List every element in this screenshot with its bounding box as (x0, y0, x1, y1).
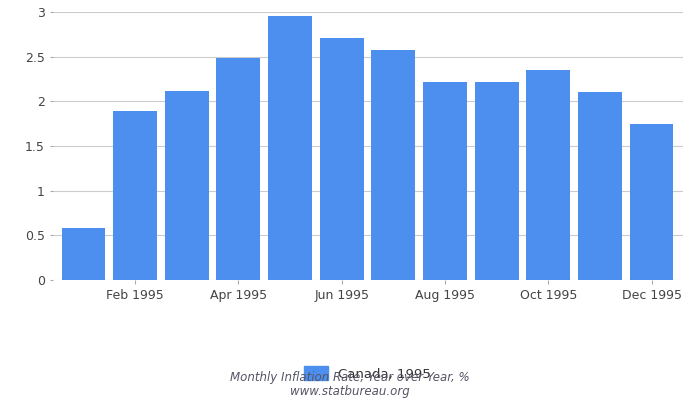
Bar (475, 82, 519, 280)
Bar (526, 70, 570, 280)
Bar (216, 58, 260, 280)
Bar (62, 228, 106, 280)
Bar (372, 50, 415, 280)
Text: www.statbureau.org: www.statbureau.org (290, 385, 410, 398)
Bar (113, 111, 157, 280)
Bar (423, 82, 467, 280)
Bar (268, 16, 312, 280)
Legend: Canada, 1995: Canada, 1995 (299, 361, 436, 386)
Bar (164, 91, 209, 280)
Bar (578, 92, 622, 280)
Bar (629, 124, 673, 280)
Text: Monthly Inflation Rate, Year over Year, %: Monthly Inflation Rate, Year over Year, … (230, 372, 470, 384)
Bar (320, 38, 363, 280)
